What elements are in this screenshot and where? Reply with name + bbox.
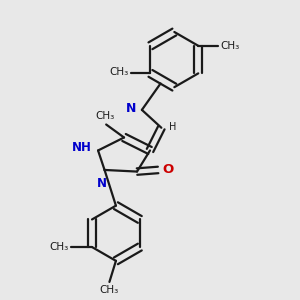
- Text: CH₃: CH₃: [220, 41, 240, 51]
- Text: H: H: [169, 122, 176, 132]
- Text: O: O: [162, 164, 174, 176]
- Text: N: N: [126, 102, 136, 115]
- Text: CH₃: CH₃: [100, 285, 119, 295]
- Text: NH: NH: [72, 141, 92, 154]
- Text: CH₃: CH₃: [109, 67, 128, 77]
- Text: N: N: [97, 177, 107, 190]
- Text: CH₃: CH₃: [49, 242, 68, 252]
- Text: CH₃: CH₃: [95, 111, 114, 121]
